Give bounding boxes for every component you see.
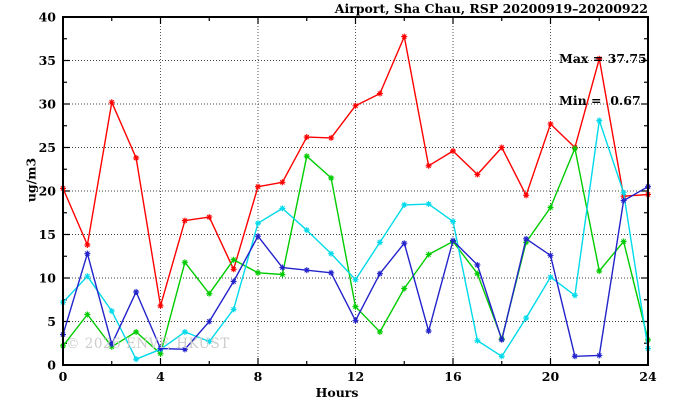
plot-border (62, 16, 649, 366)
y-tick-label: 30 (39, 97, 57, 112)
y-tick-label: 10 (39, 271, 57, 286)
y-tick-label: 40 (39, 10, 57, 25)
x-tick-label: 4 (156, 369, 165, 384)
x-axis-label: Hours (315, 385, 359, 400)
y-tick-label: 20 (39, 184, 57, 199)
chart-title: Airport, Sha Chau, RSP 20200919–20200922 (334, 1, 648, 16)
y-axis-label: ug/m3 (23, 157, 39, 203)
min-value-label: Min = 0.67 (559, 93, 641, 108)
y-tick-label: 35 (39, 53, 56, 68)
watermark-text: © 2026 ENVF, HKUST (66, 336, 230, 352)
x-tick-label: 12 (347, 369, 364, 384)
y-tick-label: 15 (39, 227, 56, 242)
x-tick-label: 8 (254, 369, 263, 384)
stats-box: Max = 37.75 Min = 0.67 (559, 24, 647, 136)
x-tick-label: 0 (59, 369, 68, 384)
y-tick-label: 25 (39, 140, 56, 155)
max-value-label: Max = 37.75 (559, 51, 647, 66)
y-tick-label: 5 (47, 314, 56, 329)
x-tick-label: 16 (444, 369, 462, 384)
x-tick-label: 24 (639, 369, 657, 384)
x-tick-label: 20 (542, 369, 560, 384)
y-tick-label: 0 (47, 358, 56, 373)
